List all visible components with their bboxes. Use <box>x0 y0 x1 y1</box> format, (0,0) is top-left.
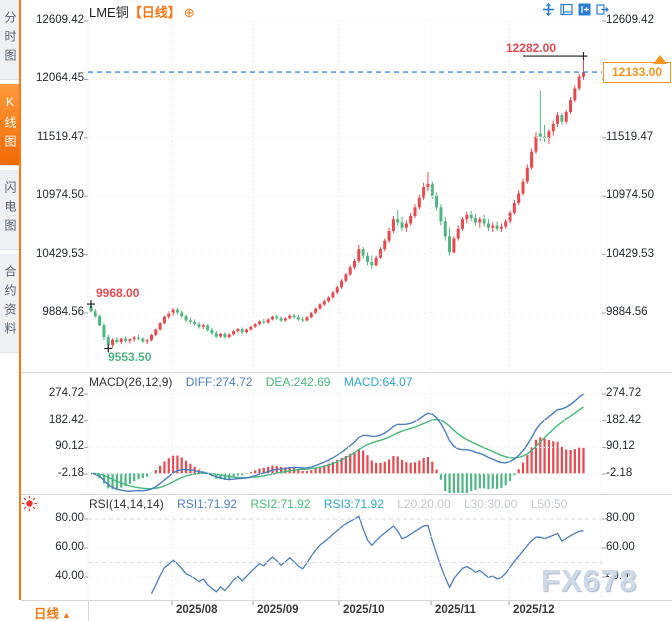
period-selector-label: 日线 <box>34 607 60 621</box>
current-price-tag: 12133.00 <box>603 62 671 83</box>
date-axis-label: 2025/09 <box>257 604 299 616</box>
scale-icon[interactable] <box>559 2 574 17</box>
axis-tick-label: 12609.42 <box>606 14 654 26</box>
l30-value: L30:30.00 <box>463 497 518 511</box>
axis-tick-label: -2.18 <box>606 467 633 479</box>
axis-tick-label: 182.42 <box>606 413 642 426</box>
sidebar-tab-kline[interactable]: K线图 <box>0 84 19 166</box>
axis-tick-label: 90.12 <box>55 440 84 453</box>
l20-value: L20:20.00 <box>397 497 451 511</box>
macd-macd-value: MACD:64.07 <box>343 375 413 389</box>
sidebar-tab-timeline[interactable]: 分时图 <box>0 0 19 80</box>
chart-style-icon[interactable] <box>577 2 592 17</box>
rsi1-value: RSI1:71.92 <box>177 497 238 511</box>
macd-diff-value: DIFF:274.72 <box>185 375 253 389</box>
symbol-title: LME铜 <box>89 5 129 20</box>
macd-dea-value: DEA:242.69 <box>265 375 331 389</box>
axis-tick-label: 9884.56 <box>42 306 84 318</box>
axis-tick-label: 11519.47 <box>606 130 654 143</box>
axis-tick-label: 10974.50 <box>606 189 654 202</box>
swing-high-label: 9968.00 <box>96 286 140 300</box>
axis-tick-label: 10429.53 <box>606 247 654 260</box>
rsi-title: RSI(14,14,14) <box>89 497 164 511</box>
axis-tick-label: 90.12 <box>606 440 635 453</box>
rsi2-value: RSI2:71.92 <box>250 497 311 511</box>
axis-tick-label: 40.00 <box>606 570 635 582</box>
axis-tick-label: -2.18 <box>57 467 84 479</box>
sidebar-tab-flash[interactable]: 闪电图 <box>0 170 19 250</box>
axis-tick-label: 274.72 <box>48 387 84 399</box>
date-axis-label: 2025/08 <box>176 604 218 616</box>
axis-tick-label: 12064.45 <box>36 72 84 85</box>
add-indicator-icon[interactable]: ⊕ <box>183 5 195 20</box>
sidebar-tab-contract-info[interactable]: 合约资料 <box>0 254 19 353</box>
rsi3-value: RSI3:71.92 <box>323 497 384 511</box>
chart-toolbar <box>541 2 610 17</box>
watermark: FX678 <box>541 563 638 598</box>
axis-tick-label: 60.00 <box>606 541 635 553</box>
axis-tick-label: 40.00 <box>55 570 84 582</box>
date-axis-label: 2025/10 <box>343 604 385 616</box>
axis-tick-label: 9884.56 <box>606 306 648 318</box>
period-label: 【日线】 <box>128 5 181 20</box>
axis-tick-label: 274.72 <box>606 387 642 399</box>
macd-title: MACD(26,12,9) <box>89 375 173 389</box>
axis-tick-label: 60.00 <box>55 541 84 553</box>
rsi-header: RSI(14,14,14) RSI1:71.92 RSI2:71.92 RSI3… <box>89 497 577 511</box>
axis-tick-label: 80.00 <box>55 512 84 524</box>
caret-up-icon: ▲ <box>62 610 71 620</box>
flash-icon[interactable] <box>21 495 38 517</box>
session-high-label: 12282.00 <box>505 41 556 55</box>
date-axis-label: 2025/11 <box>435 604 476 616</box>
pan-icon[interactable] <box>541 2 556 17</box>
chart-title: LME铜【日线】 ⊕ <box>89 2 195 21</box>
current-price-arrow-icon <box>653 55 667 64</box>
axis-tick-label: 80.00 <box>606 512 635 524</box>
l50-value: L50:50 <box>530 497 568 511</box>
axis-tick-label: 10974.50 <box>36 189 84 202</box>
axis-tick-label: 182.42 <box>48 413 84 426</box>
axis-tick-label: 10429.53 <box>36 247 84 260</box>
sidebar: 分时图 K线图 闪电图 合约资料 <box>0 0 21 600</box>
date-axis-label: 2025/12 <box>513 604 555 616</box>
macd-header: MACD(26,12,9) DIFF:274.72 DEA:242.69 MAC… <box>89 375 423 389</box>
axis-tick-label: 11519.47 <box>36 130 84 143</box>
axis-tick-label: 12609.42 <box>36 14 84 26</box>
period-selector[interactable]: 日线 ▲ <box>34 603 71 621</box>
swing-low-label: 9553.50 <box>108 350 152 364</box>
exit-icon[interactable] <box>595 2 610 17</box>
